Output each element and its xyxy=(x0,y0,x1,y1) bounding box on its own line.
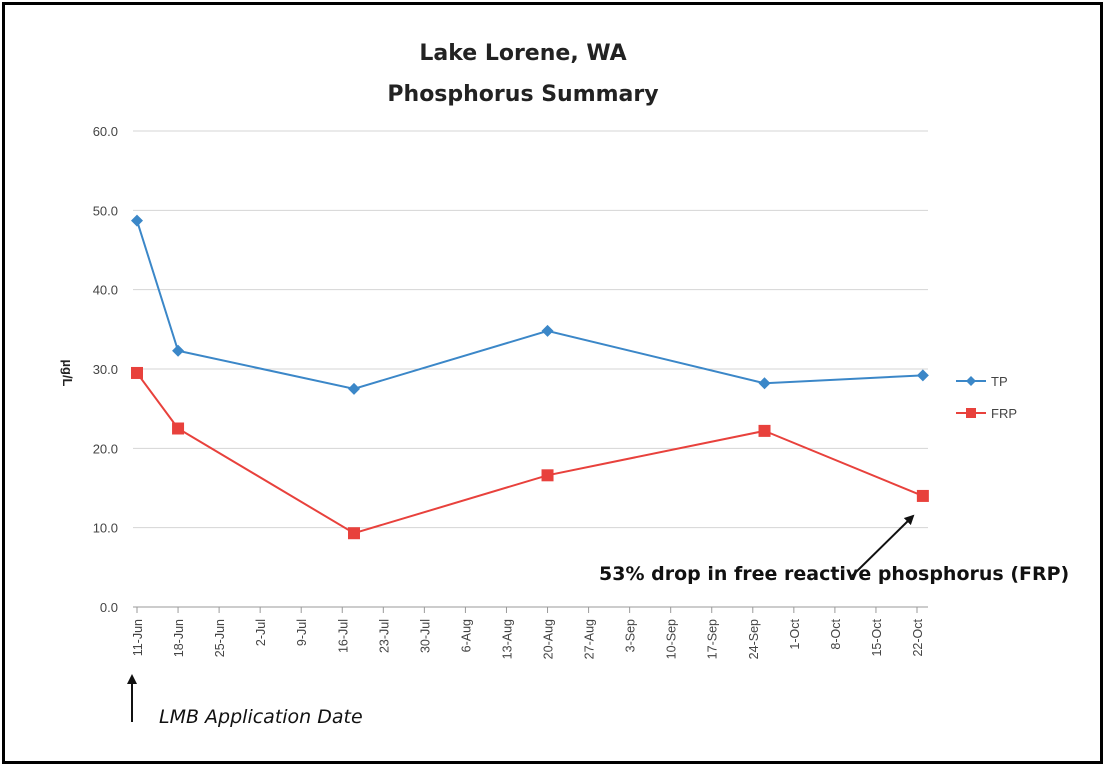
series-group xyxy=(131,214,929,540)
legend-label-tp: TP xyxy=(991,374,1008,389)
data-point-frp xyxy=(758,424,771,437)
series-line-frp xyxy=(136,372,924,535)
x-tick-label: 2-Jul xyxy=(254,619,268,646)
chart-subtitle: Phosphorus Summary xyxy=(387,82,658,107)
legend-marker-tp xyxy=(966,376,976,386)
data-point-tp xyxy=(541,324,554,337)
x-axis-ticks: 11-Jun 18-Jun 25-Jun 2-Jul 9-Jul 16-Jul 23-Jul… xyxy=(131,607,925,659)
x-tick-label: 24-Sep xyxy=(747,619,761,659)
y-tick-label: 10.0 xyxy=(93,521,118,536)
data-point-tp xyxy=(758,377,771,390)
x-tick-label: 20-Aug xyxy=(542,619,556,659)
y-tick-label: 30.0 xyxy=(93,362,118,377)
y-tick-label: 20.0 xyxy=(93,441,118,456)
x-tick-label: 27-Aug xyxy=(583,619,597,659)
x-tick-label: 15-Oct xyxy=(870,618,884,656)
x-tick-label: 16-Jul xyxy=(336,619,350,653)
data-point-tp xyxy=(347,382,360,395)
series-line-tp xyxy=(136,220,923,390)
x-tick-label: 22-Oct xyxy=(911,618,925,656)
data-point-tp xyxy=(172,344,185,357)
x-tick-label: 11-Jun xyxy=(131,619,145,656)
x-tick-label: 13-Aug xyxy=(500,619,514,659)
chart-title: Lake Lorene, WA xyxy=(419,41,626,66)
x-tick-label: 17-Sep xyxy=(706,619,720,659)
y-tick-label: 50.0 xyxy=(93,203,118,218)
x-tick-label: 3-Sep xyxy=(624,619,638,652)
gridlines xyxy=(133,130,928,608)
x-tick-label: 8-Oct xyxy=(829,618,843,649)
data-point-frp xyxy=(916,489,929,502)
y-axis-ticks: 0.0 10.0 20.0 30.0 40.0 50.0 60.0 xyxy=(93,124,118,615)
data-point-tp xyxy=(916,369,929,382)
y-tick-label: 60.0 xyxy=(93,124,118,139)
x-tick-label: 10-Sep xyxy=(665,619,679,659)
x-tick-label: 25-Jun xyxy=(213,619,227,657)
y-tick-label: 40.0 xyxy=(93,283,118,298)
x-tick-label: 23-Jul xyxy=(377,619,391,653)
data-point-frp xyxy=(172,422,185,435)
frp-drop-annotation: 53% drop in free reactive phosphorus (FR… xyxy=(599,563,1069,585)
data-point-frp xyxy=(347,527,360,540)
legend-label-frp: FRP xyxy=(991,406,1017,421)
legend: TP FRP xyxy=(956,374,1017,421)
x-tick-label: 18-Jun xyxy=(172,619,186,657)
x-tick-label: 6-Aug xyxy=(459,619,473,652)
y-tick-label: 0.0 xyxy=(100,600,118,615)
data-point-frp xyxy=(131,366,143,379)
x-tick-label: 9-Jul xyxy=(295,619,309,646)
x-tick-label: 30-Jul xyxy=(418,619,432,653)
y-axis-label: µg/L xyxy=(60,360,75,387)
x-tick-label: 1-Oct xyxy=(788,618,802,649)
data-point-tp xyxy=(131,214,143,227)
frp-drop-arrow xyxy=(851,514,915,577)
data-point-frp xyxy=(541,469,554,482)
legend-marker-frp xyxy=(966,408,976,418)
lmb-date-annotation: LMB Application Date xyxy=(159,706,363,728)
